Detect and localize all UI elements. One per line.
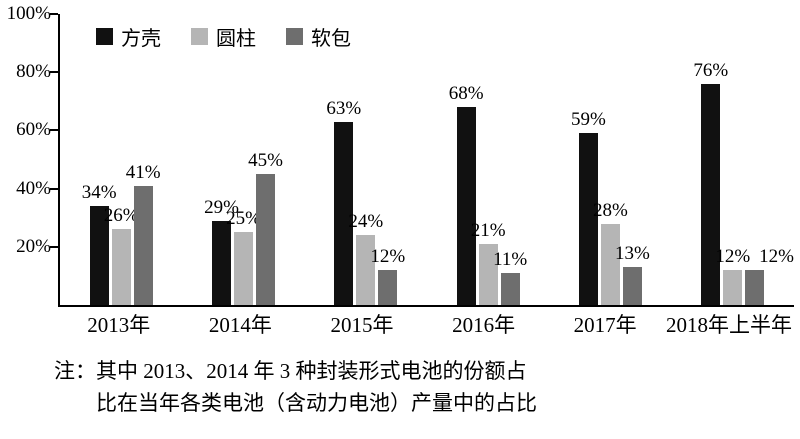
y-axis-tick-mark (50, 187, 58, 190)
plot-area: 方壳 圆柱 软包 34% 26% 41% 29% 25% 45% 63% 24% 12% 68% 21%… (7, 3, 794, 307)
note-line-2: 比在当年各类电池（含动力电池）产量中的占比 (96, 390, 537, 415)
y-axis-tick-label: 60% (16, 119, 51, 141)
y-axis-tick-label: 100% (6, 3, 51, 24)
bar-方壳-2014年: 29% (204, 197, 239, 305)
bar-value-label: 26% (103, 205, 139, 226)
x-axis-label: 2017年 (573, 313, 637, 337)
legend-label: 圆柱 (216, 28, 256, 50)
bar-value-label: 68% (448, 83, 484, 104)
legend-item-方壳: 方壳 (96, 22, 161, 51)
legend-item-软包: 软包 (286, 22, 351, 51)
note-line-1: 注：其中 2013、2014 年 3 种封装形式电池的份额占 (54, 359, 527, 383)
bar-方壳-2013年: 34% (82, 182, 117, 305)
bar-value-label: 25% (226, 208, 261, 229)
bar-value-label: 12% (370, 246, 406, 267)
bar-软包-2013年: 41% (126, 162, 161, 305)
bar-方壳-2018年上半年: 76% (693, 60, 728, 305)
bar-value-label: 24% (348, 211, 384, 232)
bar-group: 68% 21% 11% (427, 14, 549, 305)
x-axis-labels: 2013年 2014年 2015年 2016年 2017年 2018年上半年 (58, 309, 792, 339)
y-axis-tick-label: 80% (16, 61, 51, 83)
bar-圆柱-2016年: 21% (471, 220, 506, 305)
bar-group: 34% 26% 41% (60, 14, 182, 305)
bar-圆柱-2014年: 25% (226, 208, 261, 305)
y-axis-tick-mark (50, 129, 58, 132)
bar-value-label: 13% (615, 243, 650, 264)
x-axis-label: 2018年上半年 (665, 313, 792, 337)
bar-方壳-2015年: 63% (326, 98, 361, 305)
chart-note: 注：其中 2013、2014 年 3 种封装形式电池的份额占 比在当年各类电池（… (54, 356, 537, 419)
bar-软包-2018年上半年: 12% (745, 246, 794, 305)
y-axis-tick-mark (50, 71, 58, 74)
bar-value-label: 11% (493, 249, 528, 270)
y-axis-tick-mark (50, 13, 58, 15)
x-axis-label: 2013年 (87, 313, 151, 337)
chart-legend: 方壳 圆柱 软包 (96, 22, 351, 51)
legend-swatch-icon (191, 28, 208, 45)
y-axis-tick-label: 20% (16, 235, 51, 257)
bar-软包-2015年: 12% (370, 246, 405, 305)
y-axis-tick-mark (50, 245, 58, 248)
legend-swatch-icon (286, 28, 303, 45)
bar-圆柱-2017年: 28% (593, 200, 628, 305)
x-axis-label: 2016年 (452, 313, 516, 337)
bar-value-label: 59% (571, 109, 606, 130)
x-axis-label: 2014年 (208, 313, 272, 337)
legend-label: 方壳 (121, 28, 161, 50)
bar-方壳-2017年: 59% (571, 109, 606, 305)
bar-value-label: 41% (125, 162, 161, 183)
bar-value-label: 34% (81, 182, 117, 203)
bar-group: 59% 28% 13% (549, 14, 671, 305)
bar-圆柱-2013年: 26% (104, 205, 139, 305)
bar-value-label: 12% (715, 246, 751, 267)
y-axis-tick-label: 40% (16, 177, 51, 199)
bar-group: 76% 12% 12% (672, 14, 794, 305)
legend-swatch-icon (96, 28, 113, 45)
bar-value-label: 12% (759, 246, 794, 267)
bar-软包-2017年: 13% (615, 243, 650, 305)
bar-group: 63% 24% 12% (305, 14, 427, 305)
legend-item-圆柱: 圆柱 (191, 22, 256, 51)
bar-圆柱-2015年: 24% (348, 211, 383, 305)
bar-value-label: 28% (593, 200, 628, 221)
bar-圆柱-2018年上半年: 12% (715, 246, 750, 305)
bar-groups: 34% 26% 41% 29% 25% 45% 63% 24% 12% 68% 21% 11% 59% 2… (60, 14, 794, 305)
bar-软包-2016年: 11% (493, 249, 527, 305)
legend-label: 软包 (311, 28, 351, 50)
bar-软包-2014年: 45% (248, 150, 283, 305)
bar-group: 29% 25% 45% (182, 14, 304, 305)
bar-value-label: 29% (204, 197, 239, 218)
bar-value-label: 21% (470, 220, 506, 241)
bar-方壳-2016年: 68% (449, 83, 484, 305)
bar-value-label: 45% (248, 150, 283, 171)
bar-value-label: 63% (326, 98, 362, 119)
bar-value-label: 76% (693, 60, 729, 81)
x-axis-label: 2015年 (330, 313, 394, 337)
